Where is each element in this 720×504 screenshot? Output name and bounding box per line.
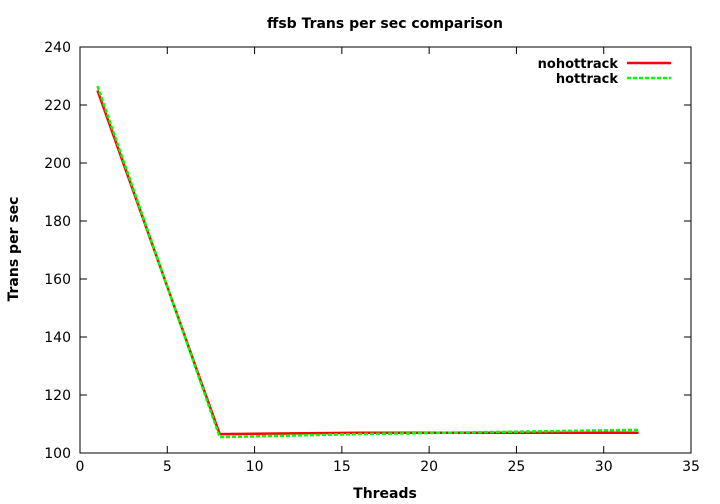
legend-label-hottrack: hottrack: [556, 72, 619, 87]
y-axis-label: Trans per sec: [6, 197, 22, 302]
axes: [79, 46, 692, 454]
y-tick-label: 200: [44, 156, 71, 172]
series-line-hottrack: [96, 85, 639, 439]
x-axis-ticks: 0 5 10 15 20 25 30 35: [76, 47, 700, 475]
y-tick-label: 140: [44, 330, 71, 346]
legend-label-nohottrack: nohottrack: [538, 57, 619, 72]
x-tick-label: 25: [508, 459, 526, 475]
y-tick-label: 100: [44, 446, 71, 462]
y-axis-ticks: 100 120 140 160 180 200 220 240: [44, 40, 691, 462]
x-tick-label: 30: [595, 459, 613, 475]
plot-frame: [79, 46, 692, 454]
x-tick-label: 15: [333, 459, 351, 475]
y-tick-label: 240: [44, 40, 71, 56]
x-tick-label: 35: [682, 459, 700, 475]
chart-title: ffsb Trans per sec comparison: [267, 16, 503, 32]
x-axis-label: Threads: [353, 486, 417, 502]
x-tick-label: 20: [420, 459, 438, 475]
x-tick-label: 5: [163, 459, 172, 475]
series-lines: [96, 85, 639, 439]
y-tick-label: 160: [44, 272, 71, 288]
x-tick-label: 0: [76, 459, 85, 475]
series-line-nohottrack: [96, 90, 639, 436]
y-tick-label: 120: [44, 388, 71, 404]
y-tick-label: 180: [44, 214, 71, 230]
x-tick-label: 10: [246, 459, 264, 475]
y-tick-label: 220: [44, 98, 71, 114]
